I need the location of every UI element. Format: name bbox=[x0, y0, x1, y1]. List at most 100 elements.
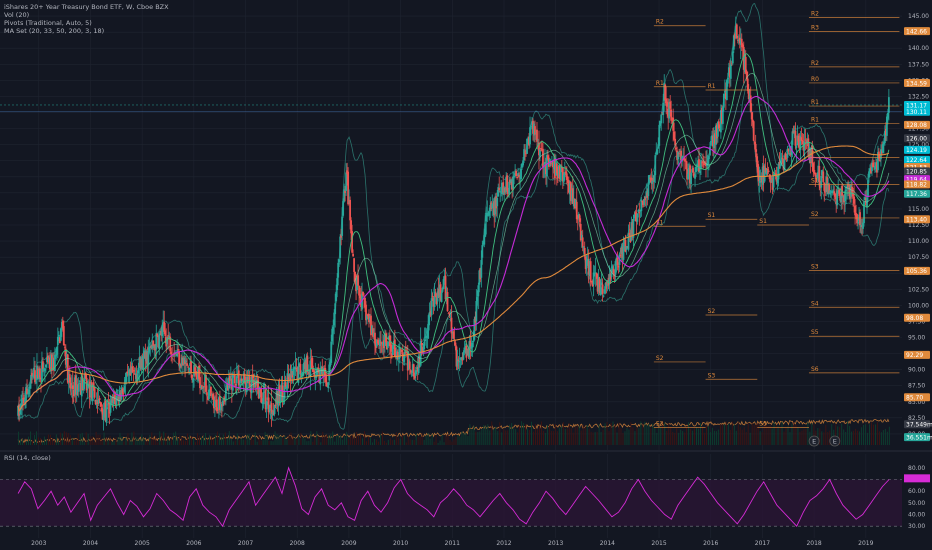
volume-bar bbox=[582, 424, 584, 445]
candle-body bbox=[884, 131, 886, 144]
volume-bar bbox=[552, 431, 554, 445]
candle-body bbox=[599, 287, 602, 296]
pivot-label: S3 bbox=[708, 372, 716, 379]
candle-body bbox=[372, 328, 374, 337]
candle-body bbox=[440, 292, 443, 303]
candle-body bbox=[21, 398, 23, 406]
candle-body bbox=[845, 189, 848, 192]
price-badge-label: 113.40 bbox=[906, 217, 927, 224]
candle-body bbox=[444, 275, 447, 300]
candle-body bbox=[449, 315, 452, 317]
candle-body bbox=[740, 38, 743, 48]
volume-bar bbox=[139, 439, 141, 445]
candle-body bbox=[326, 385, 329, 387]
symbol-title[interactable]: iShares 20+ Year Treasury Bond ETF, W, C… bbox=[4, 3, 169, 11]
volume-bar bbox=[338, 435, 340, 445]
candle-body bbox=[764, 167, 767, 173]
candle-body bbox=[126, 371, 129, 374]
volume-bar bbox=[306, 441, 308, 445]
candle-body bbox=[705, 162, 707, 167]
candle-body bbox=[442, 279, 445, 289]
candle-body bbox=[708, 155, 710, 160]
volume-bar bbox=[509, 424, 511, 445]
volume-bar bbox=[413, 439, 415, 445]
candle-body bbox=[865, 197, 867, 206]
volume-bar bbox=[843, 429, 845, 445]
volume-bar bbox=[445, 434, 447, 445]
candle-body bbox=[560, 167, 563, 168]
volume-bar bbox=[69, 435, 71, 445]
candle-body bbox=[628, 232, 631, 236]
candle-body bbox=[55, 347, 58, 355]
volume-bar bbox=[544, 432, 546, 445]
volume-bar bbox=[644, 421, 646, 445]
candle-body bbox=[713, 134, 715, 149]
candle-body bbox=[430, 298, 433, 316]
vol-indicator-label[interactable]: Vol (20) bbox=[4, 11, 30, 19]
candle-body bbox=[137, 367, 140, 374]
pivot-label: R1 bbox=[811, 116, 819, 123]
candle-body bbox=[45, 364, 47, 368]
price-badge-label: 128.08 bbox=[906, 122, 927, 129]
volume-bar bbox=[662, 422, 664, 445]
volume-bar bbox=[395, 432, 397, 445]
candle-body bbox=[322, 368, 325, 375]
candle-body bbox=[571, 188, 574, 204]
candle-body bbox=[84, 372, 87, 379]
candle-body bbox=[817, 165, 820, 177]
volume-bar bbox=[324, 435, 326, 445]
price-badge-label: 92.29 bbox=[906, 352, 923, 359]
volume-bar bbox=[63, 431, 65, 445]
candle-body bbox=[398, 347, 401, 358]
candle-body bbox=[408, 361, 411, 369]
candle-body bbox=[232, 374, 235, 378]
candle-body bbox=[710, 140, 712, 146]
candle-body bbox=[640, 199, 643, 212]
volume-bar bbox=[403, 436, 405, 445]
candle-body bbox=[782, 159, 785, 170]
candle-body bbox=[499, 191, 502, 193]
candle-body bbox=[62, 326, 65, 346]
pivots-indicator-label[interactable]: Pivots (Traditional, Auto, 5) bbox=[4, 19, 92, 27]
candle-body bbox=[650, 177, 653, 183]
candle-body bbox=[639, 209, 642, 212]
candle-body bbox=[51, 358, 54, 369]
rsi-axis-bg bbox=[902, 456, 932, 536]
candle-body bbox=[212, 393, 214, 400]
candle-body bbox=[438, 284, 441, 298]
volume-bar bbox=[487, 424, 489, 445]
candle-body bbox=[706, 163, 708, 167]
candle-body bbox=[378, 341, 380, 345]
candle-body bbox=[344, 190, 347, 193]
candle-body bbox=[814, 172, 817, 177]
volume-bar bbox=[155, 435, 157, 445]
candle-body bbox=[362, 291, 364, 296]
candle-body bbox=[284, 382, 287, 387]
candle-body bbox=[624, 239, 627, 252]
candle-body bbox=[416, 366, 419, 372]
candle-body bbox=[409, 370, 412, 373]
candle-body bbox=[450, 317, 453, 334]
volume-bar bbox=[57, 440, 59, 445]
candle-body bbox=[654, 155, 657, 176]
volume-bar bbox=[638, 427, 640, 445]
candle-body bbox=[123, 386, 126, 392]
candle-body bbox=[90, 382, 93, 399]
volume-bar bbox=[381, 431, 383, 445]
candle-body bbox=[47, 355, 49, 363]
candle-body bbox=[207, 396, 209, 400]
ma-set-indicator-label[interactable]: MA Set (20, 33, 50, 200, 3, 18) bbox=[4, 27, 105, 35]
rsi-legend[interactable]: RSI (14, close) bbox=[4, 454, 51, 462]
candle-body bbox=[210, 386, 212, 396]
volume-bar bbox=[77, 433, 79, 445]
candle-body bbox=[487, 214, 490, 215]
volume-bar bbox=[713, 430, 715, 445]
candle-body bbox=[479, 267, 482, 280]
candle-body bbox=[824, 190, 827, 193]
candle-body bbox=[497, 187, 500, 197]
volume-bar bbox=[703, 432, 705, 445]
volume-bar bbox=[807, 421, 809, 445]
volume-bar bbox=[548, 425, 550, 445]
volume-bar bbox=[383, 440, 385, 445]
